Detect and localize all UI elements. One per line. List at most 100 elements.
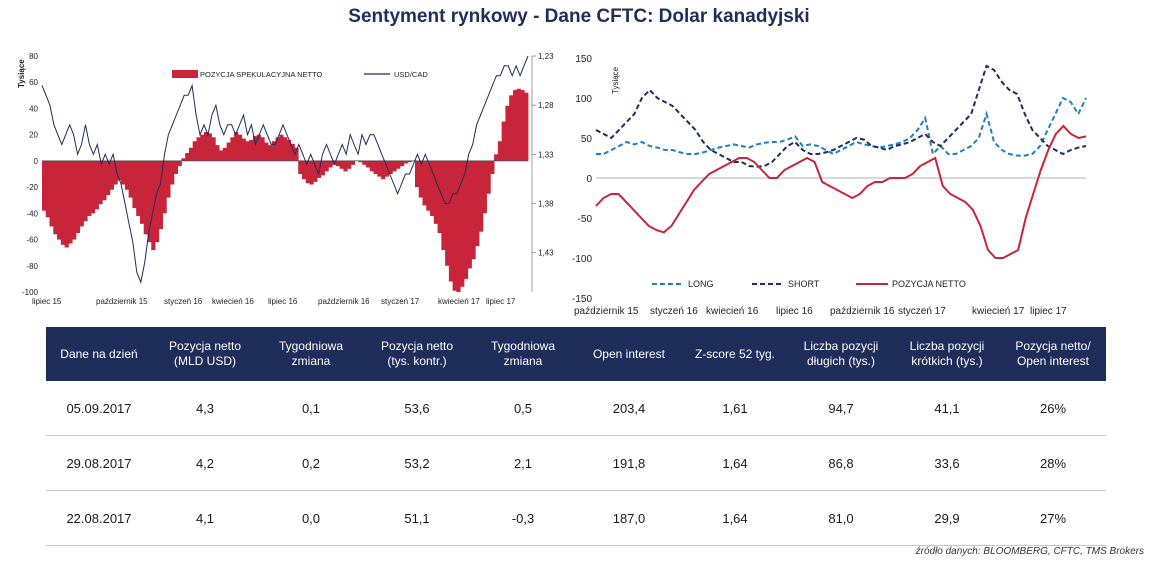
net-position-bar bbox=[102, 160, 107, 201]
net-position-bar bbox=[279, 134, 284, 161]
net-position-bar bbox=[509, 95, 514, 161]
table-cell: 4,2 bbox=[152, 435, 258, 491]
x-tick-label: lipiec 15 bbox=[32, 297, 62, 306]
y-tick-label: -50 bbox=[578, 214, 593, 225]
net-position-bar bbox=[222, 147, 228, 161]
table-row: 05.09.2017 4,3 0,1 53,6 0,5 203,4 1,61 9… bbox=[46, 381, 1106, 436]
table-cell: -0,3 bbox=[470, 490, 576, 546]
net-position-bar bbox=[384, 160, 390, 177]
net-position-bar bbox=[177, 160, 182, 167]
table-cell: 26% bbox=[1000, 381, 1106, 436]
y-tick-label: 0 bbox=[586, 174, 592, 185]
y-axis-label: Tysiące bbox=[611, 66, 620, 94]
y-tick-label: 50 bbox=[581, 134, 593, 145]
net-position-bar bbox=[234, 132, 239, 161]
table-cell: 1,64 bbox=[682, 490, 788, 546]
x-tick-label: październik 16 bbox=[830, 306, 895, 317]
net-position-bar bbox=[456, 160, 461, 292]
net-position-bar bbox=[324, 160, 329, 172]
net-position-bar bbox=[301, 160, 307, 180]
net-position-bar bbox=[181, 158, 186, 161]
net-position-bar bbox=[309, 160, 314, 185]
table-cell: 0,1 bbox=[258, 381, 364, 436]
net-position-bar bbox=[505, 105, 510, 161]
net-position-bar bbox=[381, 160, 386, 180]
net-position-bar bbox=[158, 160, 163, 230]
table-cell: 81,0 bbox=[788, 490, 894, 546]
y-tick-label: 80 bbox=[29, 52, 38, 61]
table-cell: 203,4 bbox=[576, 381, 682, 436]
net-position-bar bbox=[497, 141, 503, 161]
chart-left: 80 60 40 20 0 -20 -40 -60 -80 -100 1,23 1,28 1,33 1,3… bbox=[17, 52, 554, 306]
table-cell: 0,2 bbox=[258, 435, 364, 491]
net-position-bar bbox=[362, 160, 367, 165]
series-line-long bbox=[596, 96, 1087, 157]
net-position-bar bbox=[204, 132, 209, 161]
net-position-bar bbox=[452, 160, 457, 291]
net-position-bar bbox=[388, 160, 393, 174]
table-cell: 4,3 bbox=[152, 381, 258, 436]
net-position-bar bbox=[418, 160, 423, 198]
table-cell: 05.09.2017 bbox=[46, 381, 152, 436]
net-position-bar bbox=[486, 160, 491, 194]
header-cell: Pozycja netto (tys. kontr.) bbox=[380, 339, 454, 368]
net-position-bar bbox=[241, 138, 246, 161]
table-cell: 27% bbox=[1000, 490, 1106, 546]
net-position-bar bbox=[520, 90, 525, 161]
net-position-bar bbox=[162, 160, 167, 214]
x-tick-label: styczeń 17 bbox=[381, 297, 420, 306]
net-position-bar bbox=[377, 160, 382, 177]
net-position-bar bbox=[226, 142, 231, 161]
net-position-bar bbox=[271, 141, 276, 161]
net-position-bar bbox=[121, 160, 126, 185]
net-position-bar bbox=[422, 160, 427, 206]
net-position-bar bbox=[403, 160, 408, 164]
chart-right: 150 100 50 0 -50 -100 -150 Tysiące LONG SHORT POZY… bbox=[572, 54, 1087, 317]
net-position-bar bbox=[230, 137, 235, 161]
net-position-bar bbox=[166, 160, 171, 198]
net-position-bar bbox=[264, 142, 269, 161]
table-cell: 2,1 bbox=[470, 435, 576, 491]
x-tick-label: styczeń 16 bbox=[164, 297, 203, 306]
net-position-bar bbox=[494, 154, 499, 161]
y-tick-label: 20 bbox=[29, 131, 38, 140]
net-position-bar bbox=[53, 160, 58, 235]
table-cell: 4,1 bbox=[152, 490, 258, 546]
y2-tick-label: 1,33 bbox=[538, 150, 554, 159]
x-tick-label: październik 15 bbox=[96, 297, 148, 306]
y2-tick-label: 1,28 bbox=[538, 101, 554, 110]
y-tick-label: 40 bbox=[29, 104, 38, 113]
net-position-bar bbox=[49, 160, 54, 227]
y-axis-label: Tysiące bbox=[17, 59, 26, 88]
x-tick-label: kwiecień 17 bbox=[972, 306, 1025, 317]
net-position-bar bbox=[471, 160, 476, 260]
header-cell: Pozycja netto/ Open interest bbox=[1015, 339, 1091, 368]
net-position-bar bbox=[75, 160, 81, 233]
x-tick-label: październik 16 bbox=[318, 297, 370, 306]
net-position-bar bbox=[113, 160, 118, 185]
x-tick-label: kwiecień 16 bbox=[212, 297, 254, 306]
net-position-bar bbox=[448, 160, 454, 282]
series-line-pozycja-netto bbox=[595, 124, 1087, 259]
net-position-bar bbox=[83, 160, 88, 222]
net-position-bar bbox=[219, 150, 224, 161]
header-cell: Tygodniowa zmiana bbox=[278, 339, 344, 368]
net-position-bar bbox=[57, 160, 62, 240]
net-position-bar bbox=[109, 160, 114, 190]
net-position-bar bbox=[170, 160, 175, 185]
net-position-bar bbox=[98, 160, 103, 205]
net-position-bar bbox=[237, 134, 243, 161]
legend-label-net: POZYCJA SPEKULACYJNA NETTO bbox=[200, 70, 323, 79]
header-cell: Open interest bbox=[592, 346, 666, 361]
net-position-bar bbox=[347, 160, 352, 169]
y-tick-label: -80 bbox=[26, 262, 38, 271]
net-position-bar bbox=[407, 160, 412, 163]
header-cell: Pozycja netto (MLD USD) bbox=[168, 339, 242, 368]
net-position-bar bbox=[215, 145, 220, 161]
y-tick-label: 0 bbox=[34, 157, 39, 166]
y-tick-label: -150 bbox=[572, 294, 592, 305]
usdcad-line bbox=[41, 55, 529, 284]
net-position-bar bbox=[139, 160, 145, 224]
x-tick-label: lipiec 16 bbox=[776, 306, 813, 317]
table-cell: 53,2 bbox=[364, 435, 470, 491]
